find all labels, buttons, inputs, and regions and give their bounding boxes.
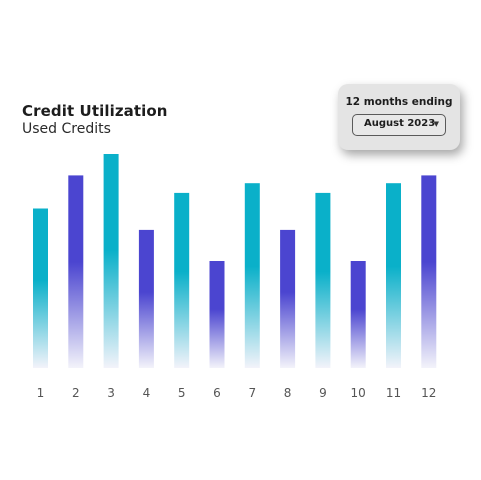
bar-4 [138, 229, 154, 368]
period-dropdown-value: August 2023 [364, 118, 436, 129]
x-tick-label: 12 [421, 386, 436, 400]
x-tick-label: 5 [178, 386, 186, 400]
bar-5 [174, 192, 190, 368]
bar-9 [315, 192, 331, 368]
bar-3 [103, 154, 119, 368]
bar-12 [421, 175, 437, 368]
bar-10 [350, 261, 366, 368]
bar-6 [209, 261, 225, 368]
bars-group [33, 154, 437, 368]
x-tick-label: 10 [351, 386, 366, 400]
x-tick-label: 4 [143, 386, 151, 400]
x-tick-label: 9 [319, 386, 327, 400]
bar-2 [68, 175, 84, 368]
chevron-down-icon: ▼ [433, 120, 439, 128]
chart-subtitle: Used Credits [22, 121, 111, 137]
period-dropdown[interactable]: August 2023 ▼ [352, 114, 446, 136]
period-label: 12 months ending [345, 96, 453, 108]
x-tick-label: 2 [72, 386, 80, 400]
period-selector-card: 12 months ending August 2023 ▼ [338, 84, 460, 150]
bar-1 [33, 208, 48, 368]
bar-11 [386, 183, 401, 368]
bar-8 [280, 229, 296, 368]
x-tick-label: 1 [37, 386, 45, 400]
x-tick-label: 3 [107, 386, 115, 400]
chart-title: Credit Utilization [22, 102, 168, 120]
x-tick-label: 11 [386, 386, 401, 400]
x-tick-label: 8 [284, 386, 292, 400]
x-tick-labels: 1 2 3 4 5 6 7 8 9 10 11 12 [37, 386, 437, 400]
x-tick-label: 6 [213, 386, 221, 400]
bar-7 [244, 183, 260, 368]
x-tick-label: 7 [248, 386, 256, 400]
